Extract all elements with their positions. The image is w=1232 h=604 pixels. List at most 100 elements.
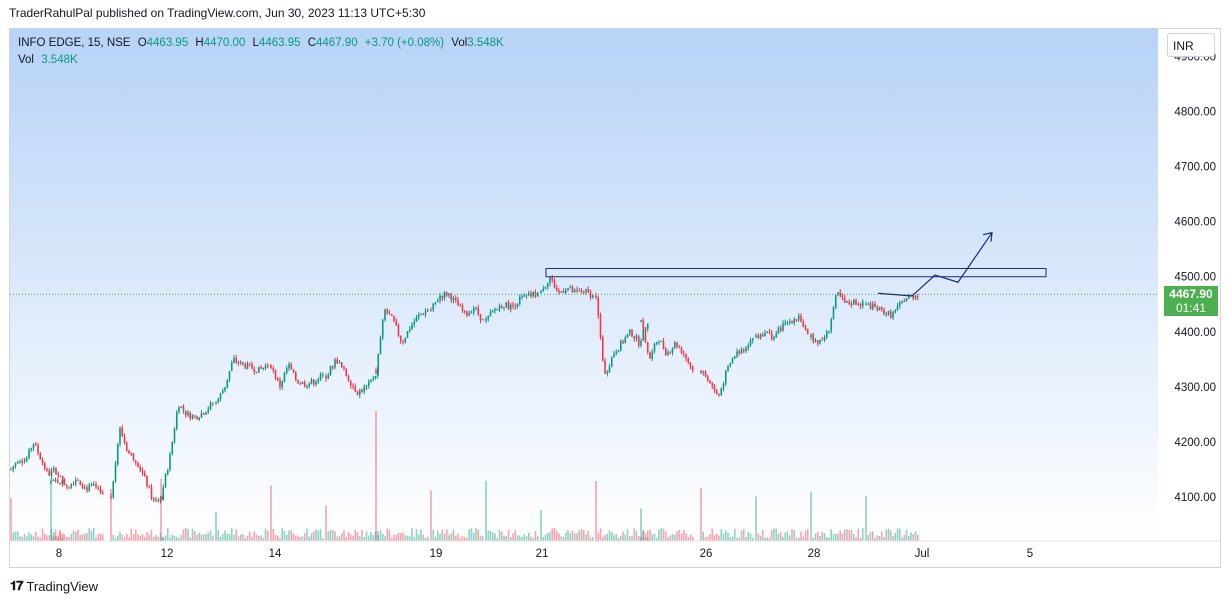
candle-body: [454, 297, 457, 301]
candle-body: [321, 374, 324, 376]
candle-body: [260, 366, 262, 369]
volume-bar: [509, 536, 512, 541]
volume-bar: [795, 537, 798, 541]
volume-bar: [722, 533, 725, 541]
volume-bar: [555, 530, 558, 541]
candle-body: [883, 309, 885, 315]
volume-bar: [413, 536, 416, 541]
candle-body: [704, 371, 707, 377]
time-tick-label: 28: [808, 548, 821, 560]
candle-body: [532, 292, 535, 297]
candle-body: [812, 334, 815, 342]
volume-bar: [463, 537, 466, 541]
volume-bar: [624, 534, 627, 541]
volume-bar: [894, 532, 897, 541]
volume-bar: [146, 532, 148, 541]
candlestick-chart[interactable]: 4900.004800.004700.004600.004500.004400.…: [10, 29, 1221, 568]
volume-bar: [788, 535, 791, 541]
candle-body: [184, 410, 187, 416]
candle-body: [343, 367, 345, 369]
volume-bar: [375, 411, 377, 541]
bar-countdown: 01:41: [1175, 301, 1207, 316]
volume-bar: [742, 528, 745, 541]
volume-bar: [823, 533, 826, 541]
candle-body: [83, 487, 86, 489]
currency-selector[interactable]: INR: [1167, 33, 1215, 57]
volume-bar: [810, 491, 812, 541]
volume-bar: [664, 531, 667, 541]
time-tick-label: Jul: [915, 548, 930, 560]
resistance-zone-rectangle: [545, 267, 1047, 278]
candle-body: [157, 499, 160, 501]
candle-body: [582, 291, 585, 293]
candle-body: [724, 370, 727, 384]
candle-body: [237, 361, 240, 364]
candle-body: [736, 351, 738, 357]
volume-bar: [372, 535, 375, 541]
candle-body: [903, 301, 906, 303]
volume-bar: [729, 537, 732, 541]
time-tick-label: 19: [430, 548, 443, 560]
volume-bar: [816, 531, 819, 541]
volume-bar: [68, 537, 70, 541]
volume-bar: [867, 534, 870, 541]
volume-bar: [466, 537, 468, 541]
candle-body: [59, 475, 62, 477]
candle-body: [193, 415, 196, 417]
chart-pane[interactable]: 4900.00 4800.00 4700.00 4600.00 4500.00 4400.…: [9, 28, 1221, 568]
volume-bar: [162, 537, 165, 541]
volume-bar: [166, 528, 169, 541]
candle-body: [523, 295, 526, 297]
volume-bar: [731, 536, 734, 541]
volume-bar: [430, 490, 432, 541]
volume-bar: [865, 495, 867, 541]
volume-bar: [720, 529, 723, 541]
candle-body: [340, 362, 343, 368]
volume-bar: [334, 531, 336, 541]
candle-body: [715, 390, 718, 395]
candle-body: [272, 368, 275, 371]
volume-bar: [448, 534, 450, 541]
volume-bar: [680, 533, 683, 541]
volume-bar: [55, 535, 57, 541]
volume-bar: [119, 532, 121, 541]
tradingview-logo[interactable]: 𝟏𝟕 TradingView: [10, 578, 98, 594]
candle-body: [637, 336, 640, 346]
close-label: C: [307, 37, 317, 49]
volume-bar: [601, 536, 604, 541]
volume-bar: [834, 533, 837, 541]
volume-bar: [132, 534, 135, 541]
volume-bar: [343, 530, 345, 541]
candle-body: [257, 366, 260, 373]
volume-bar: [317, 530, 320, 541]
volume-bar: [551, 528, 554, 541]
candle-body: [436, 300, 439, 302]
time-tick-label: 12: [161, 548, 174, 560]
volume-bar: [327, 531, 330, 541]
volume-bar: [365, 531, 368, 541]
volume-bar: [549, 532, 551, 541]
volume-bar: [230, 528, 233, 541]
volume-bar: [114, 537, 117, 541]
volume-bar: [175, 537, 178, 541]
candle-body: [489, 312, 492, 317]
candle-body: [372, 378, 375, 380]
volume-bar: [874, 537, 876, 541]
candle-body: [30, 448, 33, 450]
volume-bar: [673, 534, 676, 541]
volume-bar: [901, 537, 903, 541]
volume-bar: [143, 537, 146, 541]
volume-bar: [157, 536, 160, 541]
volume-bar: [88, 528, 91, 541]
volume-bar: [828, 537, 830, 541]
candle-body: [68, 486, 70, 488]
volume-bar: [883, 537, 885, 541]
volume-bar: [32, 535, 35, 541]
candle-body: [19, 461, 21, 463]
candle-body: [773, 337, 775, 340]
volume-bar: [61, 537, 64, 541]
volume-bar: [406, 535, 409, 541]
candle-body: [905, 298, 908, 302]
volume-bar: [880, 531, 883, 541]
volume-bar: [81, 534, 84, 541]
